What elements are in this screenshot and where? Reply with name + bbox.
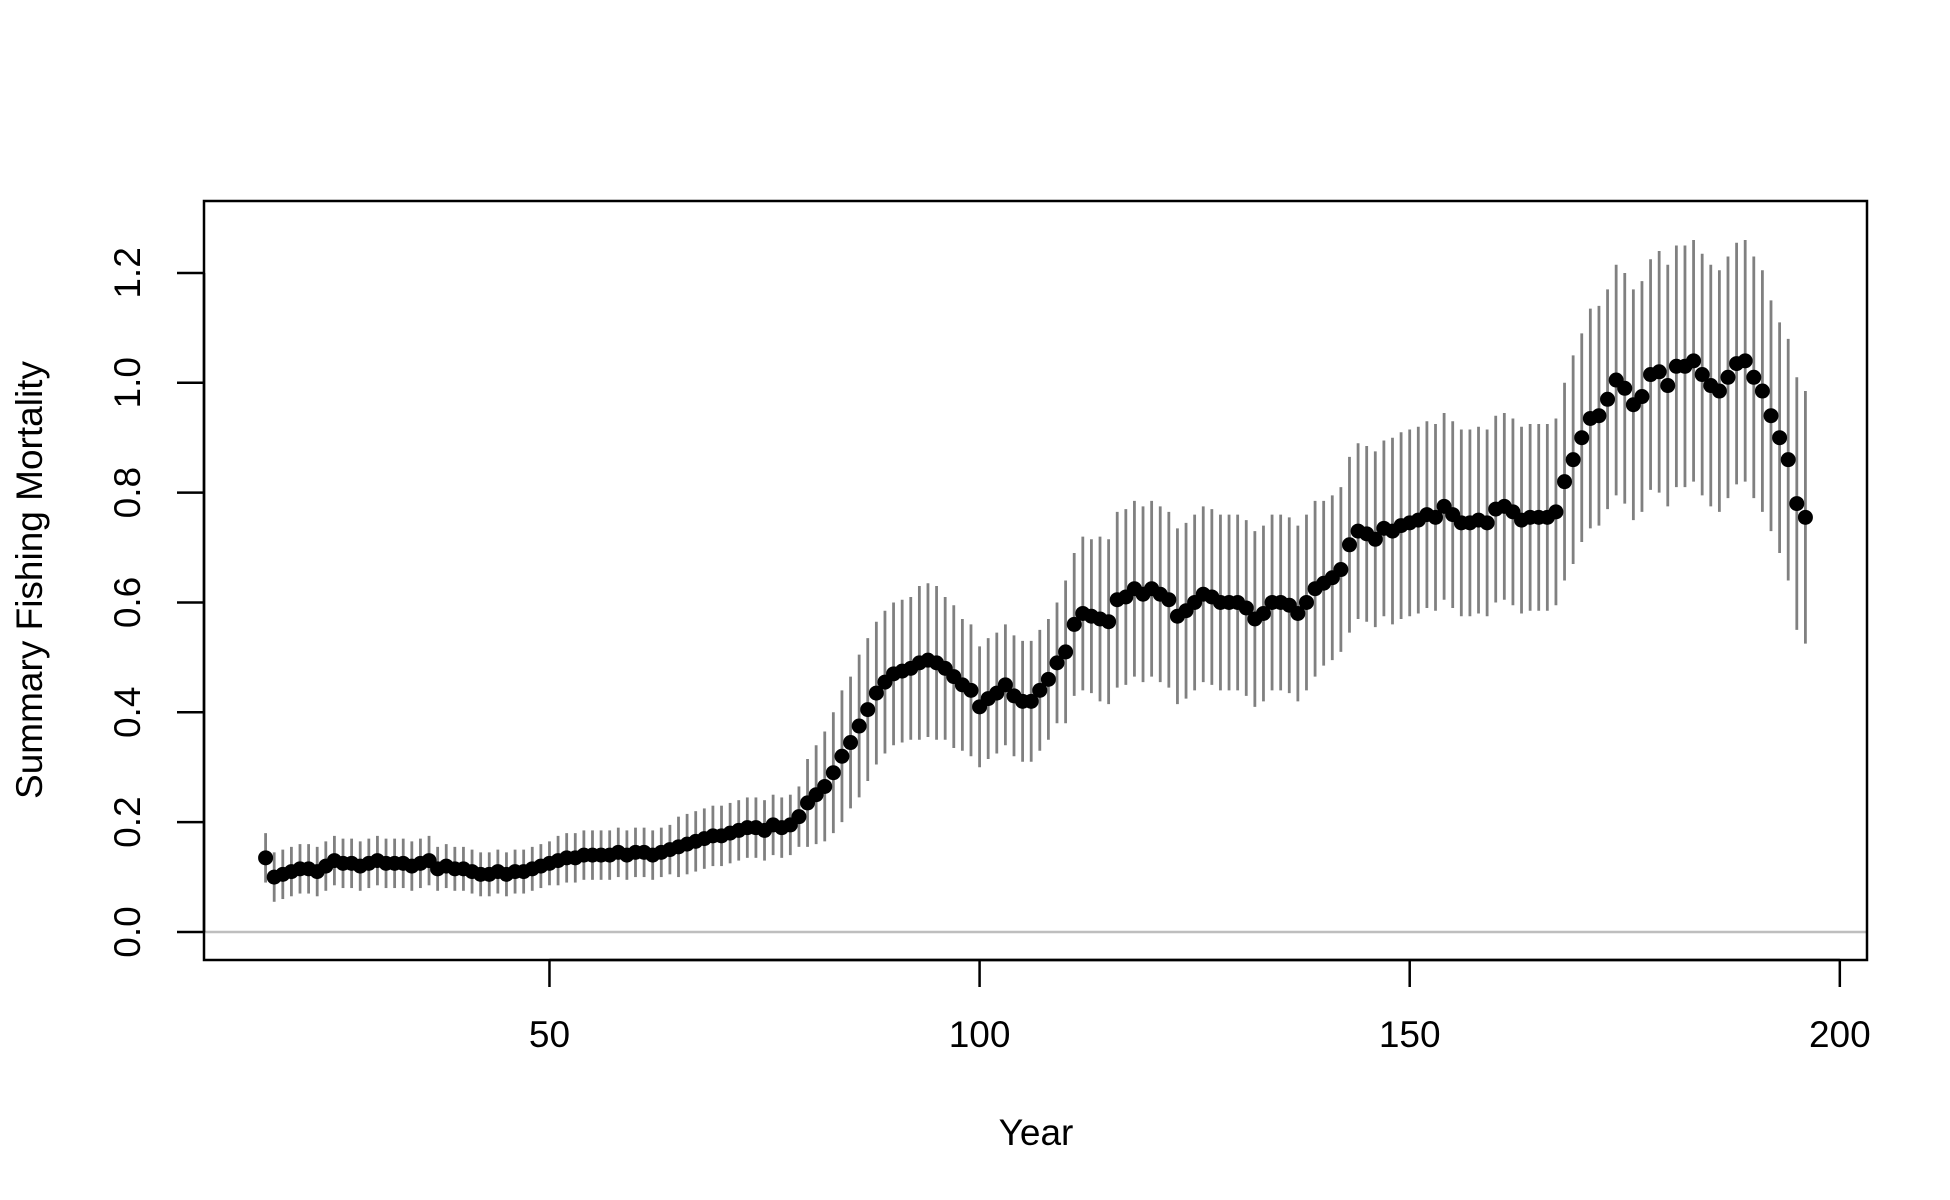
point: [1367, 531, 1383, 547]
point: [1737, 353, 1753, 369]
point: [1763, 408, 1779, 424]
point: [1651, 364, 1667, 380]
point: [1660, 378, 1676, 394]
point: [1557, 474, 1573, 490]
point: [1032, 682, 1048, 698]
point: [1600, 391, 1616, 407]
y-tick-label: 1.0: [107, 357, 148, 408]
point: [1711, 383, 1727, 399]
x-tick-label: 150: [1379, 1014, 1441, 1055]
y-axis-label: Summary Fishing Mortality: [9, 361, 50, 799]
point: [860, 702, 876, 718]
point: [851, 718, 867, 734]
point: [1754, 383, 1770, 399]
point: [258, 850, 274, 866]
y-tick-label: 0.4: [107, 687, 148, 738]
point: [1058, 644, 1074, 660]
x-tick-label: 50: [529, 1014, 570, 1055]
point: [1694, 367, 1710, 383]
y-tick-label: 0.0: [107, 906, 148, 957]
x-axis-label: Year: [999, 1112, 1074, 1153]
y-tick-label: 0.6: [107, 577, 148, 628]
point: [1066, 616, 1082, 632]
point: [1255, 605, 1271, 621]
point: [1686, 353, 1702, 369]
point: [1634, 389, 1650, 405]
point: [1023, 693, 1039, 709]
point: [1290, 605, 1306, 621]
point: [1428, 509, 1444, 525]
point: [1780, 452, 1796, 468]
x-tick-label: 100: [949, 1014, 1011, 1055]
point: [1298, 594, 1314, 610]
point: [1479, 515, 1495, 531]
point: [1565, 452, 1581, 468]
point: [1101, 614, 1117, 630]
point: [1040, 671, 1056, 687]
point: [1049, 655, 1065, 671]
x-tick-label: 200: [1809, 1014, 1871, 1055]
point: [1574, 430, 1590, 446]
y-tick-label: 1.2: [107, 247, 148, 298]
point: [1797, 509, 1813, 525]
point: [1341, 537, 1357, 553]
point: [791, 809, 807, 825]
point: [997, 677, 1013, 693]
point: [1333, 562, 1349, 578]
y-tick-label: 0.2: [107, 796, 148, 847]
point: [817, 778, 833, 794]
point: [834, 748, 850, 764]
point: [1772, 430, 1788, 446]
point: [1238, 600, 1254, 616]
point: [1617, 380, 1633, 396]
point: [1720, 369, 1736, 385]
point: [825, 765, 841, 781]
y-tick-label: 0.8: [107, 467, 148, 518]
point: [868, 685, 884, 701]
point: [843, 735, 859, 751]
point: [1161, 592, 1177, 608]
point: [1591, 408, 1607, 424]
point: [1789, 496, 1805, 512]
point: [1548, 504, 1564, 520]
point: [963, 682, 979, 698]
point: [1746, 369, 1762, 385]
